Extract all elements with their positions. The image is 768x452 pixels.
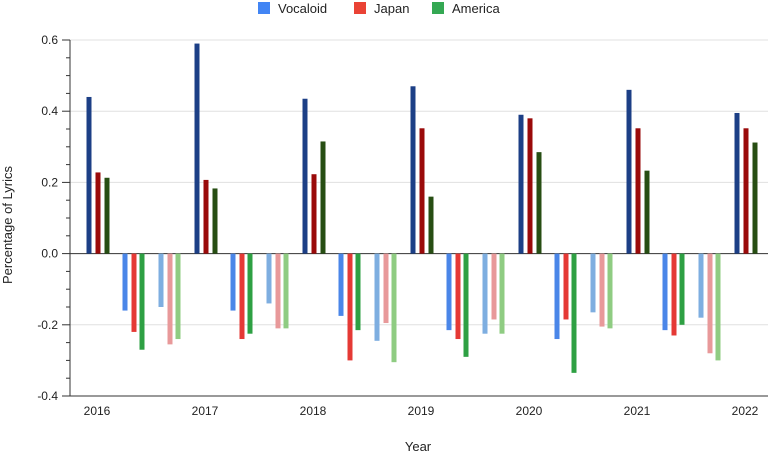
legend-item: America [432, 0, 500, 16]
x-tick-label: 2022 [732, 404, 759, 418]
legend-swatch [432, 2, 444, 14]
bar [139, 253, 145, 350]
bar [607, 253, 613, 329]
bar [302, 98, 308, 254]
legend-label: America [452, 0, 500, 16]
bar [679, 253, 685, 325]
bar [122, 253, 128, 311]
x-tick-label: 2020 [516, 404, 543, 418]
y-tick-label: -0.4 [37, 389, 58, 403]
bar [626, 89, 632, 254]
legend-item: Vocaloid [258, 0, 327, 16]
bar [311, 174, 317, 254]
x-tick-label: 2021 [624, 404, 651, 418]
x-tick-labels: 2016 2017 2018 2019 2020 2021 2022 [84, 404, 759, 418]
bar [734, 112, 740, 254]
bar [554, 253, 560, 340]
x-tick-label: 2018 [300, 404, 327, 418]
bar [671, 253, 677, 336]
bar [95, 172, 101, 254]
x-axis-label: Year [405, 439, 432, 452]
bar [644, 170, 650, 254]
bar [446, 253, 452, 331]
y-tick-labels: 0.6 0.4 0.2 0.0 -0.2 -0.4 [37, 33, 58, 403]
bar [203, 179, 209, 254]
y-tick-label: 0.0 [41, 247, 58, 261]
bar [266, 253, 272, 304]
bar [338, 253, 344, 316]
bar [463, 253, 469, 357]
y-tick-label: 0.4 [41, 104, 58, 118]
bar [536, 152, 542, 254]
bars [86, 43, 758, 373]
x-tick-label: 2019 [408, 404, 435, 418]
bar [743, 128, 749, 254]
x-tick-label: 2017 [192, 404, 219, 418]
bar [455, 253, 461, 340]
bar [212, 188, 218, 254]
bar [518, 114, 524, 254]
bar [428, 196, 434, 254]
bar [175, 253, 181, 340]
y-tick-label: 0.2 [41, 175, 58, 189]
bar [527, 118, 533, 254]
bar [283, 253, 289, 329]
bar [419, 128, 425, 254]
bar [194, 43, 200, 254]
legend-swatch [258, 2, 270, 14]
bar [662, 253, 668, 331]
bar [482, 253, 488, 334]
bar [104, 177, 110, 254]
bar [383, 253, 389, 324]
bar [86, 96, 92, 254]
bar [571, 253, 577, 373]
bar [599, 253, 605, 327]
bar [167, 253, 173, 345]
legend-swatch [354, 2, 366, 14]
bar [355, 253, 361, 331]
axes [62, 39, 768, 397]
bar [247, 253, 253, 334]
bar [158, 253, 164, 307]
bar [230, 253, 236, 311]
legend-label: Vocaloid [278, 0, 328, 16]
y-tick-label: -0.2 [37, 318, 58, 332]
y-axis-label: Percentage of Lyrics [0, 165, 15, 284]
bar [131, 253, 137, 332]
bar [320, 141, 326, 254]
bar [374, 253, 380, 341]
y-tick-label: 0.6 [41, 33, 58, 47]
bar [347, 253, 353, 361]
x-tick-label: 2016 [84, 404, 111, 418]
bar [698, 253, 704, 318]
bar [275, 253, 281, 329]
bar [590, 253, 596, 313]
bar [752, 142, 758, 254]
bar [239, 253, 245, 340]
bar [635, 128, 641, 254]
bar [491, 253, 497, 320]
legend-label: Japan [374, 0, 410, 16]
bar [563, 253, 569, 320]
bar [499, 253, 505, 334]
bar [391, 253, 397, 363]
gridlines [70, 39, 768, 397]
bar [715, 253, 721, 361]
bar [410, 86, 416, 254]
legend-item: Japan [354, 0, 409, 16]
bar [707, 253, 713, 354]
